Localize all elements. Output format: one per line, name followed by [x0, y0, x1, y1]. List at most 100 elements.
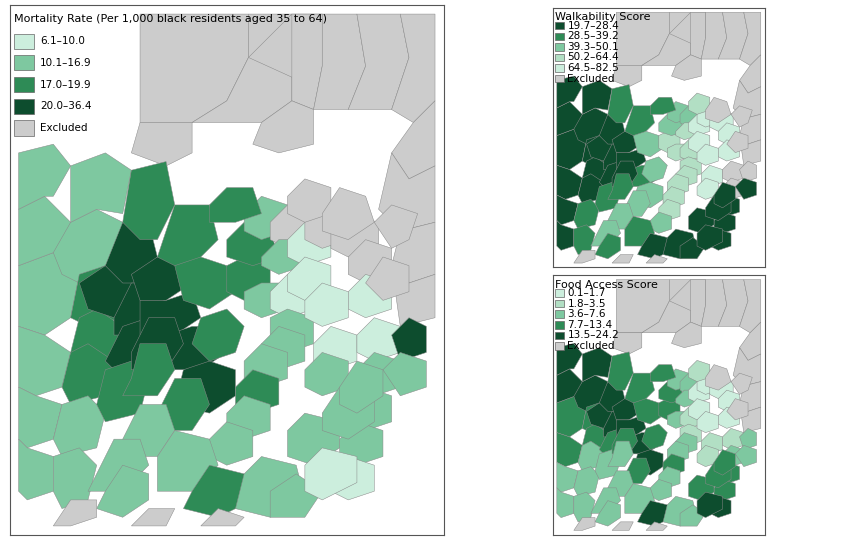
Polygon shape	[612, 131, 642, 153]
Polygon shape	[582, 136, 612, 165]
Polygon shape	[574, 108, 607, 144]
Polygon shape	[710, 496, 731, 518]
Polygon shape	[718, 462, 740, 484]
Polygon shape	[270, 309, 314, 353]
Polygon shape	[629, 165, 659, 186]
Polygon shape	[600, 382, 625, 411]
Text: 3.6–7.6: 3.6–7.6	[568, 309, 606, 319]
Polygon shape	[270, 474, 322, 517]
Polygon shape	[659, 467, 680, 488]
Polygon shape	[651, 480, 671, 501]
Bar	[555, 75, 564, 83]
Polygon shape	[600, 161, 629, 191]
Polygon shape	[689, 93, 710, 114]
Polygon shape	[616, 148, 646, 170]
Polygon shape	[734, 80, 761, 119]
Bar	[14, 33, 34, 49]
Polygon shape	[226, 222, 279, 266]
Polygon shape	[625, 106, 655, 136]
Polygon shape	[714, 183, 735, 208]
Polygon shape	[663, 496, 697, 526]
Polygon shape	[305, 205, 348, 248]
Text: 13.5–24.2: 13.5–24.2	[568, 330, 619, 340]
Polygon shape	[702, 12, 727, 59]
Polygon shape	[288, 257, 331, 300]
Polygon shape	[722, 178, 744, 199]
Polygon shape	[253, 101, 314, 153]
Polygon shape	[718, 140, 740, 161]
Polygon shape	[391, 318, 426, 361]
Polygon shape	[582, 348, 612, 382]
Polygon shape	[625, 484, 655, 514]
Polygon shape	[391, 14, 435, 123]
Polygon shape	[578, 174, 604, 204]
Polygon shape	[391, 266, 435, 326]
Polygon shape	[689, 114, 710, 136]
Polygon shape	[706, 195, 731, 220]
Polygon shape	[226, 257, 270, 300]
Polygon shape	[556, 369, 582, 403]
Polygon shape	[574, 492, 595, 522]
Text: 20.0–36.4: 20.0–36.4	[41, 102, 92, 111]
Polygon shape	[236, 456, 305, 517]
Polygon shape	[88, 439, 149, 491]
Polygon shape	[676, 433, 697, 454]
Polygon shape	[305, 448, 357, 500]
Polygon shape	[556, 433, 582, 467]
Polygon shape	[659, 399, 680, 420]
Polygon shape	[97, 465, 149, 517]
Polygon shape	[19, 439, 54, 500]
Polygon shape	[391, 222, 435, 283]
Polygon shape	[659, 199, 680, 220]
Polygon shape	[131, 257, 192, 300]
Polygon shape	[19, 144, 71, 210]
Polygon shape	[71, 266, 131, 326]
Polygon shape	[322, 187, 374, 240]
Polygon shape	[556, 396, 587, 437]
Polygon shape	[697, 411, 718, 433]
Polygon shape	[702, 165, 722, 186]
Polygon shape	[740, 12, 761, 65]
Polygon shape	[357, 353, 400, 396]
Polygon shape	[305, 353, 348, 396]
Bar	[555, 289, 564, 296]
Polygon shape	[616, 280, 670, 333]
Polygon shape	[574, 375, 607, 411]
Polygon shape	[680, 238, 706, 259]
Polygon shape	[667, 411, 689, 428]
Polygon shape	[157, 205, 218, 266]
Bar	[14, 120, 34, 136]
Polygon shape	[123, 404, 175, 456]
Polygon shape	[740, 136, 761, 165]
Polygon shape	[689, 208, 714, 233]
Polygon shape	[702, 433, 722, 454]
Polygon shape	[663, 454, 684, 475]
Polygon shape	[676, 123, 697, 140]
Polygon shape	[689, 131, 710, 153]
Polygon shape	[157, 379, 209, 430]
Polygon shape	[578, 441, 604, 471]
Polygon shape	[718, 390, 740, 411]
Polygon shape	[574, 251, 595, 263]
Polygon shape	[183, 465, 253, 517]
Polygon shape	[612, 254, 633, 263]
Polygon shape	[607, 471, 633, 496]
Polygon shape	[676, 165, 697, 186]
Polygon shape	[556, 488, 574, 518]
Bar	[555, 64, 564, 72]
Polygon shape	[604, 144, 629, 170]
Polygon shape	[616, 416, 646, 437]
Polygon shape	[727, 131, 748, 153]
Polygon shape	[365, 257, 409, 300]
Polygon shape	[556, 195, 578, 225]
Polygon shape	[348, 240, 391, 283]
Polygon shape	[690, 12, 706, 59]
Text: 6.1–10.0: 6.1–10.0	[41, 36, 86, 46]
Polygon shape	[270, 274, 314, 318]
Polygon shape	[556, 102, 582, 136]
Polygon shape	[19, 387, 62, 448]
Polygon shape	[140, 292, 200, 335]
Polygon shape	[595, 501, 620, 526]
Polygon shape	[697, 373, 718, 394]
Polygon shape	[676, 390, 697, 407]
